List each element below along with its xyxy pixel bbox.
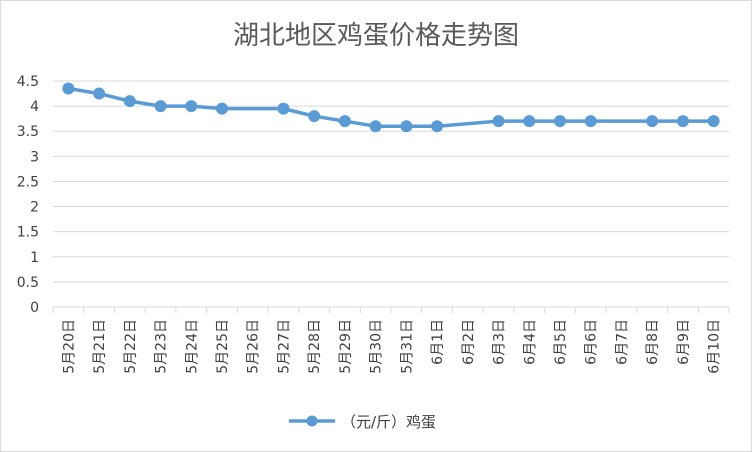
x-tick-label: 5月25日 [215,319,231,374]
y-tick-label: 2.5 [17,174,39,190]
data-point [707,115,720,128]
y-tick-label: 3 [30,149,39,165]
y-tick-label: 4.5 [17,74,39,90]
data-point [646,115,659,128]
data-point [277,102,290,115]
x-tick-label: 6月6日 [584,319,600,365]
x-tick-label: 6月7日 [614,319,630,365]
data-point [492,115,505,128]
x-tick-label: 5月24日 [184,319,200,374]
y-tick-label: 0.5 [17,275,39,291]
x-tick-label: 6月4日 [522,319,538,365]
data-point [123,95,136,108]
x-tick-label: 5月29日 [338,319,354,374]
data-point [400,120,413,133]
data-point [554,115,566,128]
x-tick-label: 5月27日 [276,319,292,374]
x-tick-label: 5月20日 [61,319,77,374]
data-point [62,82,75,95]
legend-label: （元/斤）鸡蛋 [341,413,436,431]
x-tick-label: 5月22日 [123,319,139,374]
data-point [185,100,198,113]
data-point [154,100,167,113]
x-tick-label: 6月5日 [553,319,569,365]
y-tick-label: 1 [30,250,39,266]
x-tick-label: 5月26日 [246,319,262,374]
data-point [431,120,444,133]
chart-title: 湖北地区鸡蛋价格走势图 [232,21,519,51]
x-tick-label: 5月23日 [154,319,170,374]
x-tick-label: 6月2日 [461,319,477,365]
data-point [523,115,536,128]
x-tick-label: 5月21日 [92,319,108,374]
data-point [584,115,597,128]
x-tick-label: 6月9日 [676,319,692,365]
data-point [216,102,228,115]
x-tick-label: 5月31日 [399,319,415,374]
x-tick-label: 6月3日 [492,319,508,365]
y-tick-label: 2 [30,200,39,216]
legend-marker [306,415,318,427]
x-tick-label: 6月1日 [430,319,446,365]
y-tick-label: 4 [30,99,39,115]
x-tick-label: 5月30日 [369,319,385,374]
x-tick-label: 6月8日 [645,319,661,365]
x-tick-label: 6月10日 [707,319,723,374]
y-tick-label: 0 [30,300,39,316]
data-point [308,110,321,123]
y-tick-label: 3.5 [17,124,39,140]
data-point [676,115,689,128]
data-point [369,120,382,133]
data-point [93,87,106,100]
data-point [338,115,351,128]
y-tick-label: 1.5 [17,225,39,241]
x-tick-label: 5月28日 [307,319,323,374]
